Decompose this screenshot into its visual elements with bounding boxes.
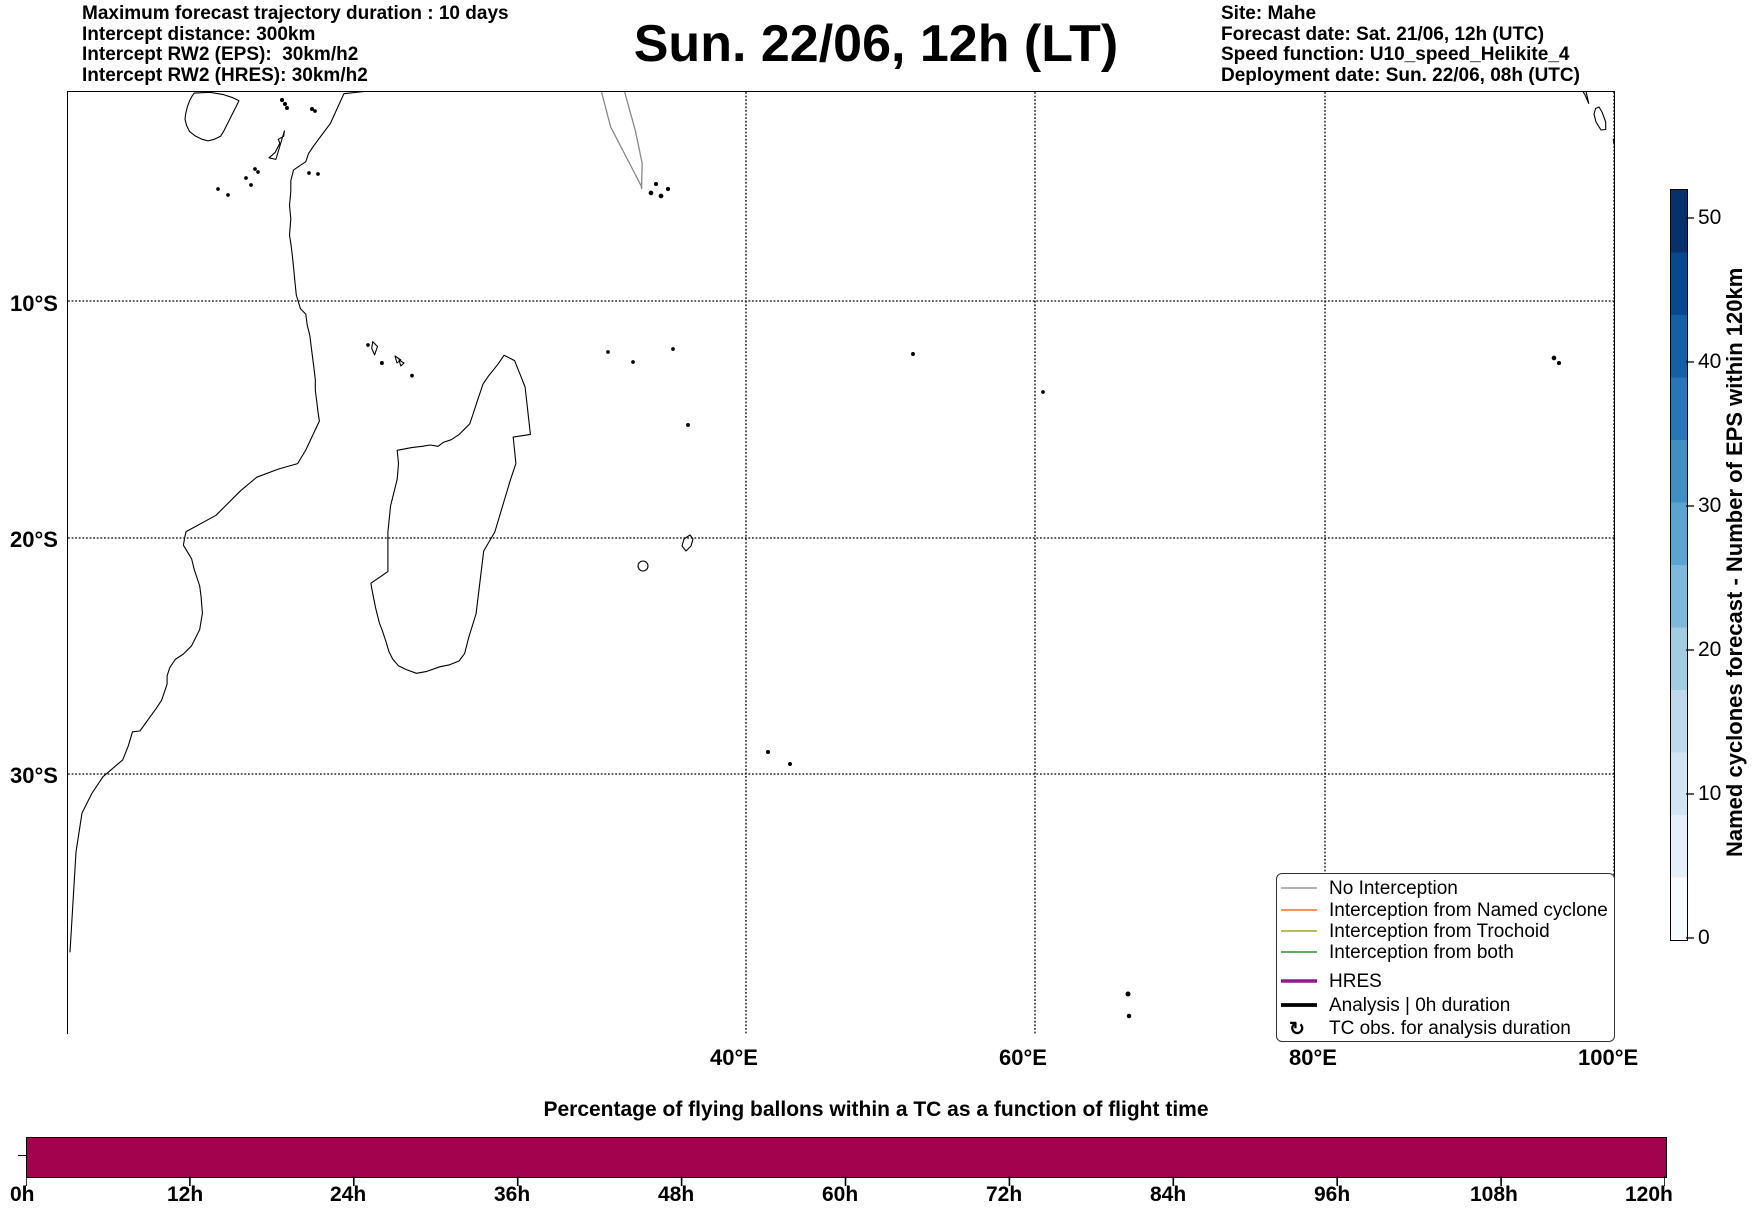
svg-text:↻: ↻: [1289, 1019, 1305, 1040]
